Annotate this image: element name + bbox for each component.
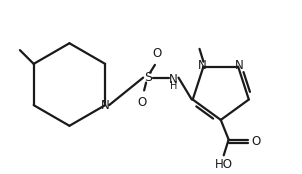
Text: O: O (251, 135, 261, 148)
Text: S: S (144, 71, 152, 84)
Text: N: N (198, 59, 207, 72)
Text: N: N (169, 73, 178, 86)
Text: H: H (170, 81, 177, 90)
Text: N: N (235, 59, 243, 72)
Text: O: O (152, 47, 162, 60)
Text: HO: HO (215, 158, 233, 171)
Text: O: O (137, 96, 147, 109)
Text: N: N (101, 99, 110, 112)
